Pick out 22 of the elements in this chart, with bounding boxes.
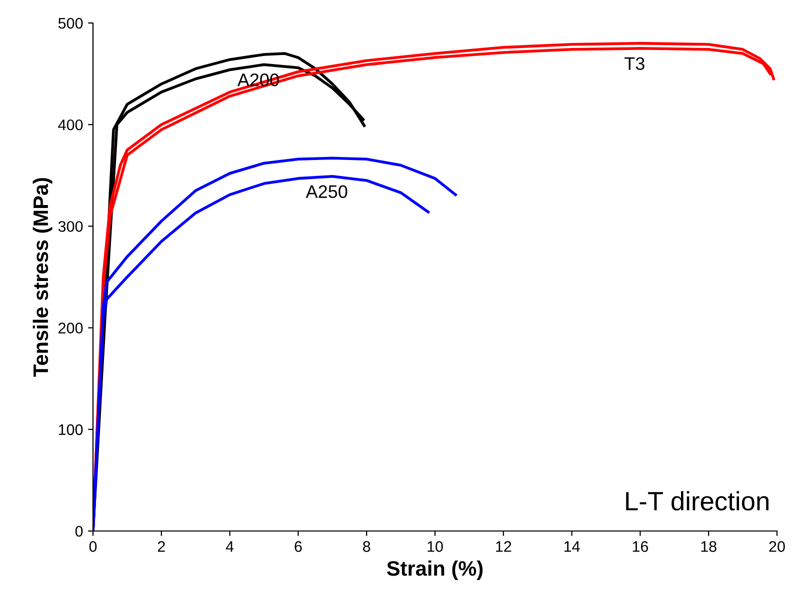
annotation: L-T direction	[626, 491, 768, 511]
y-tick-label: 300	[58, 221, 83, 232]
y-tick-label: 500	[58, 18, 83, 29]
x-tick-label: 12	[496, 541, 512, 552]
x-tick-label: 18	[701, 541, 716, 552]
y-tick-label: 400	[58, 119, 83, 130]
x-tick-label: 2	[158, 541, 165, 552]
x-tick-label: 14	[564, 541, 580, 552]
series-label: A250	[306, 185, 348, 198]
x-tick-label: 8	[363, 541, 370, 552]
x-tick-label: 20	[769, 541, 785, 552]
x-tick-label: 10	[428, 541, 443, 552]
y-axis-title: Tensile stress (MPa)	[32, 178, 52, 377]
x-tick-label: 16	[632, 541, 648, 552]
y-tick-label: 100	[58, 424, 83, 436]
x-axis-title: Strain (%)	[386, 560, 483, 580]
x-tick-label: 0	[89, 541, 97, 552]
x-tick-label: 6	[294, 541, 302, 552]
y-tick-label: 200	[58, 322, 83, 334]
series-label: T3	[624, 57, 644, 70]
x-tick-label: 4	[226, 541, 234, 552]
y-tick-label: 0	[75, 526, 83, 537]
